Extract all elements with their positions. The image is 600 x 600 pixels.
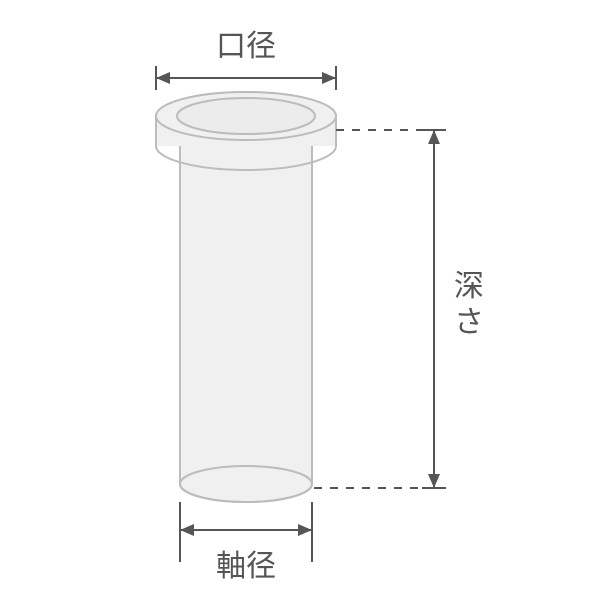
dimension-diagram: 口径深さ軸径 bbox=[0, 0, 600, 600]
label-top-diameter: 口径 bbox=[216, 30, 276, 63]
label-shaft-diameter: 軸径 bbox=[216, 550, 276, 583]
label-depth-char1: 深 bbox=[454, 270, 484, 303]
label-depth-char2: さ bbox=[454, 306, 484, 339]
